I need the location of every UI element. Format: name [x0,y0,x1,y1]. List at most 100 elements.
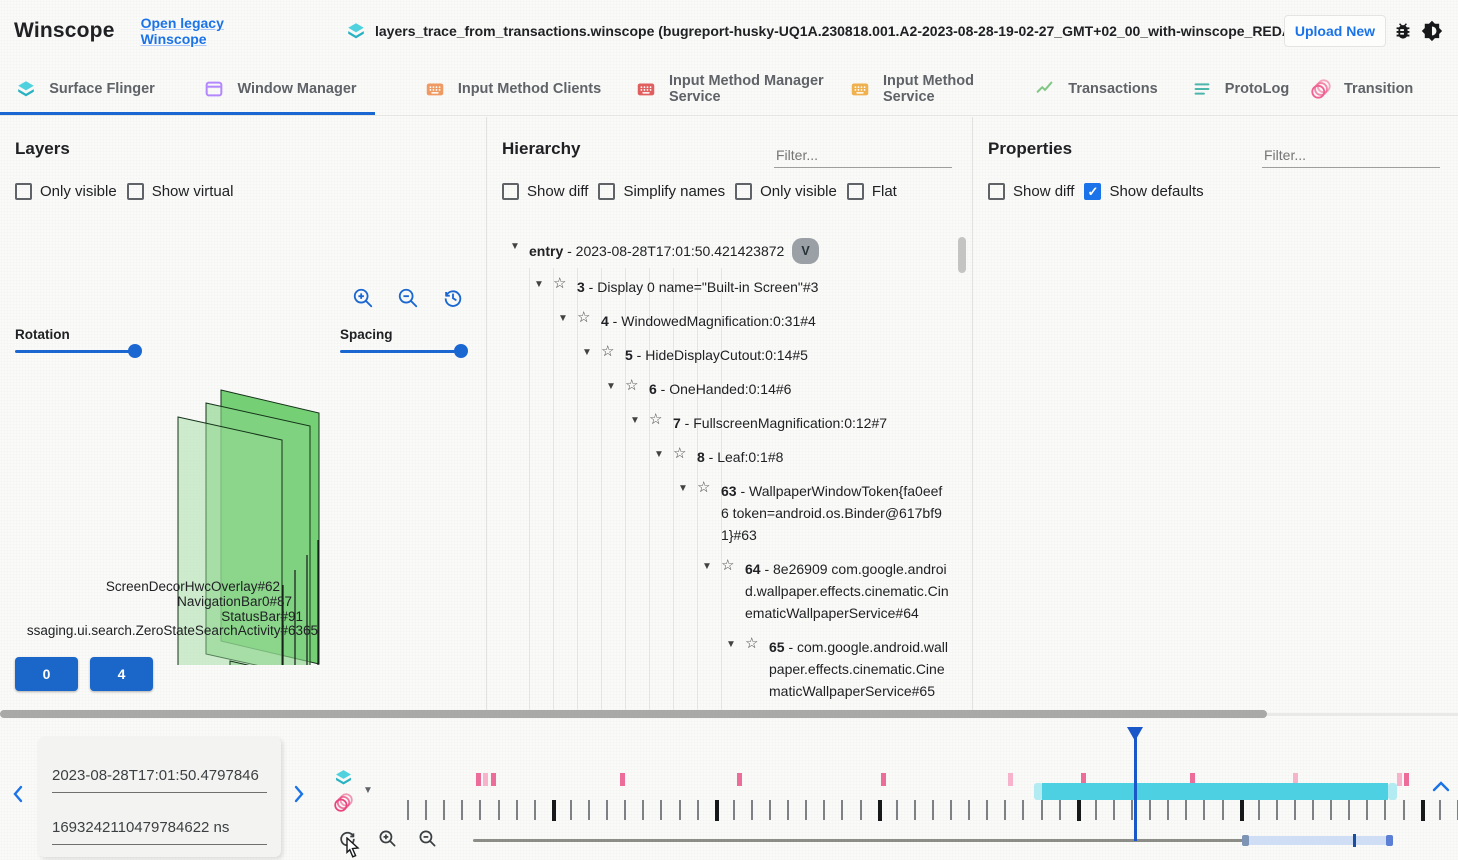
expand-arrow-icon[interactable]: ▼ [582,347,592,358]
sf-entry-tick[interactable] [1221,800,1224,820]
sf-entry-tick[interactable] [968,800,971,820]
timestamp-human-input[interactable] [52,761,267,793]
sf-entry-tick[interactable] [1438,800,1441,820]
transition-icon[interactable] [333,792,354,813]
pin-star-icon[interactable]: ☆ [745,635,759,652]
sf-entry-tick[interactable] [823,800,826,820]
timeline-cursor-head[interactable] [1127,727,1143,741]
rotation-slider-thumb[interactable] [128,344,142,358]
timeline-canvas[interactable] [0,719,1458,860]
tab-protolog[interactable]: ProtoLog [1170,62,1310,115]
tree-node-3[interactable]: ▼ ☆ 3 - Display 0 name="Built-in Screen"#3 [495,270,950,304]
checkbox-flat[interactable]: Flat [846,183,897,200]
sf-entry-tick[interactable] [443,800,446,820]
tree-node-entry[interactable]: ▼ entry - 2023-08-28T17:01:50.421423872 V [495,232,950,270]
sf-entry-tick[interactable] [1203,800,1206,820]
sf-entry-tick[interactable] [533,800,536,820]
sf-entry-tick[interactable] [931,800,934,820]
zoom-slider-left-handle[interactable] [1242,835,1249,846]
sf-entry-tick[interactable] [877,800,882,821]
sf-entry-tick[interactable] [1040,800,1043,820]
display-button-4[interactable]: 4 [90,657,153,691]
transition-event-marker[interactable] [483,773,488,786]
layers-3d-view[interactable]: ScreenDecorHwcOverlay#62 NavigationBar0#… [0,265,486,665]
hierarchy-scrollbar[interactable] [958,237,966,273]
tab-input-method-service[interactable]: Input Method Service [849,62,1022,115]
sf-entry-tick[interactable] [1293,800,1296,820]
sf-entry-tick[interactable] [606,800,609,820]
zoom-out-icon[interactable] [397,287,419,309]
sf-entry-tick[interactable] [1185,800,1188,820]
sf-entry-tick[interactable] [1366,800,1369,820]
tree-node-63[interactable]: ▼ ☆ 63 - WallpaperWindowToken{fa0eef6 toke… [495,474,950,552]
sf-entry-tick[interactable] [1456,800,1458,820]
next-entry-button[interactable] [291,783,307,805]
sf-entry-tick[interactable] [624,800,627,820]
tree-node-64[interactable]: ▼ ☆ 64 - 8e26909 com.google.android.wallpa… [495,552,950,630]
sf-entry-tick[interactable] [1257,800,1260,820]
zoom-in-icon[interactable] [352,287,374,309]
checkbox-only-visible[interactable]: Only visible [15,183,117,200]
zoom-slider-selection[interactable] [1245,836,1390,845]
expand-arrow-icon[interactable]: ▼ [726,639,736,650]
tree-node-6[interactable]: ▼ ☆ 6 - OneHanded:0:14#6 [495,372,950,406]
sf-entry-tick[interactable] [1348,800,1351,820]
transition-event-marker[interactable] [1404,773,1409,786]
transition-event-marker[interactable] [620,773,625,786]
sf-entry-tick[interactable] [805,800,808,820]
timestamp-ns-input[interactable] [52,813,267,845]
transition-event-marker[interactable] [737,773,742,786]
expand-arrow-icon[interactable]: ▼ [606,381,616,392]
sf-entry-tick[interactable] [1131,800,1133,820]
checkbox-icon[interactable] [988,183,1005,200]
checkbox-icon[interactable] [126,183,144,200]
sf-entry-tick[interactable] [950,800,952,820]
spacing-slider[interactable]: Spacing [340,327,468,358]
prev-entry-button[interactable] [10,783,26,805]
tree-node-7[interactable]: ▼ ☆ 7 - FullscreenMagnification:0:12#7 [495,406,950,440]
checkbox-icon[interactable] [846,183,864,200]
sf-entry-tick[interactable] [714,800,719,821]
zoom-slider-right-handle[interactable] [1386,835,1393,846]
sf-entry-tick[interactable] [1058,800,1061,820]
sf-entry-tick[interactable] [1076,800,1081,821]
tab-input-method-clients[interactable]: Input Method Clients [390,62,635,115]
checkbox-show-diff[interactable]: Show diff [502,183,588,200]
sf-entry-tick[interactable] [1022,800,1025,820]
pin-star-icon[interactable]: ☆ [649,411,663,428]
pin-star-icon[interactable]: ☆ [625,377,639,394]
timeline-zoom-out-icon[interactable] [418,829,437,848]
sf-entry-tick[interactable] [787,800,790,820]
expand-arrow-icon[interactable]: ▼ [654,449,664,460]
scrollbar-thumb[interactable] [0,710,1267,718]
pin-star-icon[interactable]: ☆ [577,309,591,326]
upload-new-button[interactable]: Upload New [1283,15,1386,47]
range-right-handle[interactable] [1388,783,1397,800]
sf-entry-tick[interactable] [1420,800,1425,821]
sf-entry-tick[interactable] [750,800,753,820]
sf-entry-tick[interactable] [696,800,699,820]
pin-star-icon[interactable]: ☆ [697,479,711,496]
rotation-slider[interactable]: Rotation [15,327,142,358]
transition-event-marker[interactable] [1081,773,1086,786]
sf-entry-tick[interactable] [1275,800,1278,820]
checkbox-icon[interactable] [15,183,32,200]
checkbox-icon[interactable] [598,183,616,200]
sf-entry-tick[interactable] [986,800,989,820]
tree-node-4[interactable]: ▼ ☆ 4 - WindowedMagnification:0:31#4 [495,304,950,338]
properties-filter-input[interactable] [1262,143,1440,168]
tab-transition[interactable]: Transition [1310,62,1413,115]
sf-entry-tick[interactable] [1402,800,1405,820]
sf-entry-tick[interactable] [660,800,663,820]
timeline-cursor[interactable] [1134,727,1137,841]
sf-entry-tick[interactable] [1149,800,1152,820]
pin-star-icon[interactable]: ☆ [601,343,615,360]
sf-entry-tick[interactable] [515,800,518,820]
checkbox-show-diff[interactable]: Show diff [988,183,1074,200]
expand-arrow-icon[interactable]: ▼ [510,241,520,252]
layers-icon[interactable] [333,767,354,788]
sf-entry-tick[interactable] [1312,800,1314,820]
tab-surface-flinger[interactable]: Surface Flinger [0,62,170,115]
sf-entry-tick[interactable] [769,800,771,820]
expand-arrow-icon[interactable]: ▼ [558,313,568,324]
